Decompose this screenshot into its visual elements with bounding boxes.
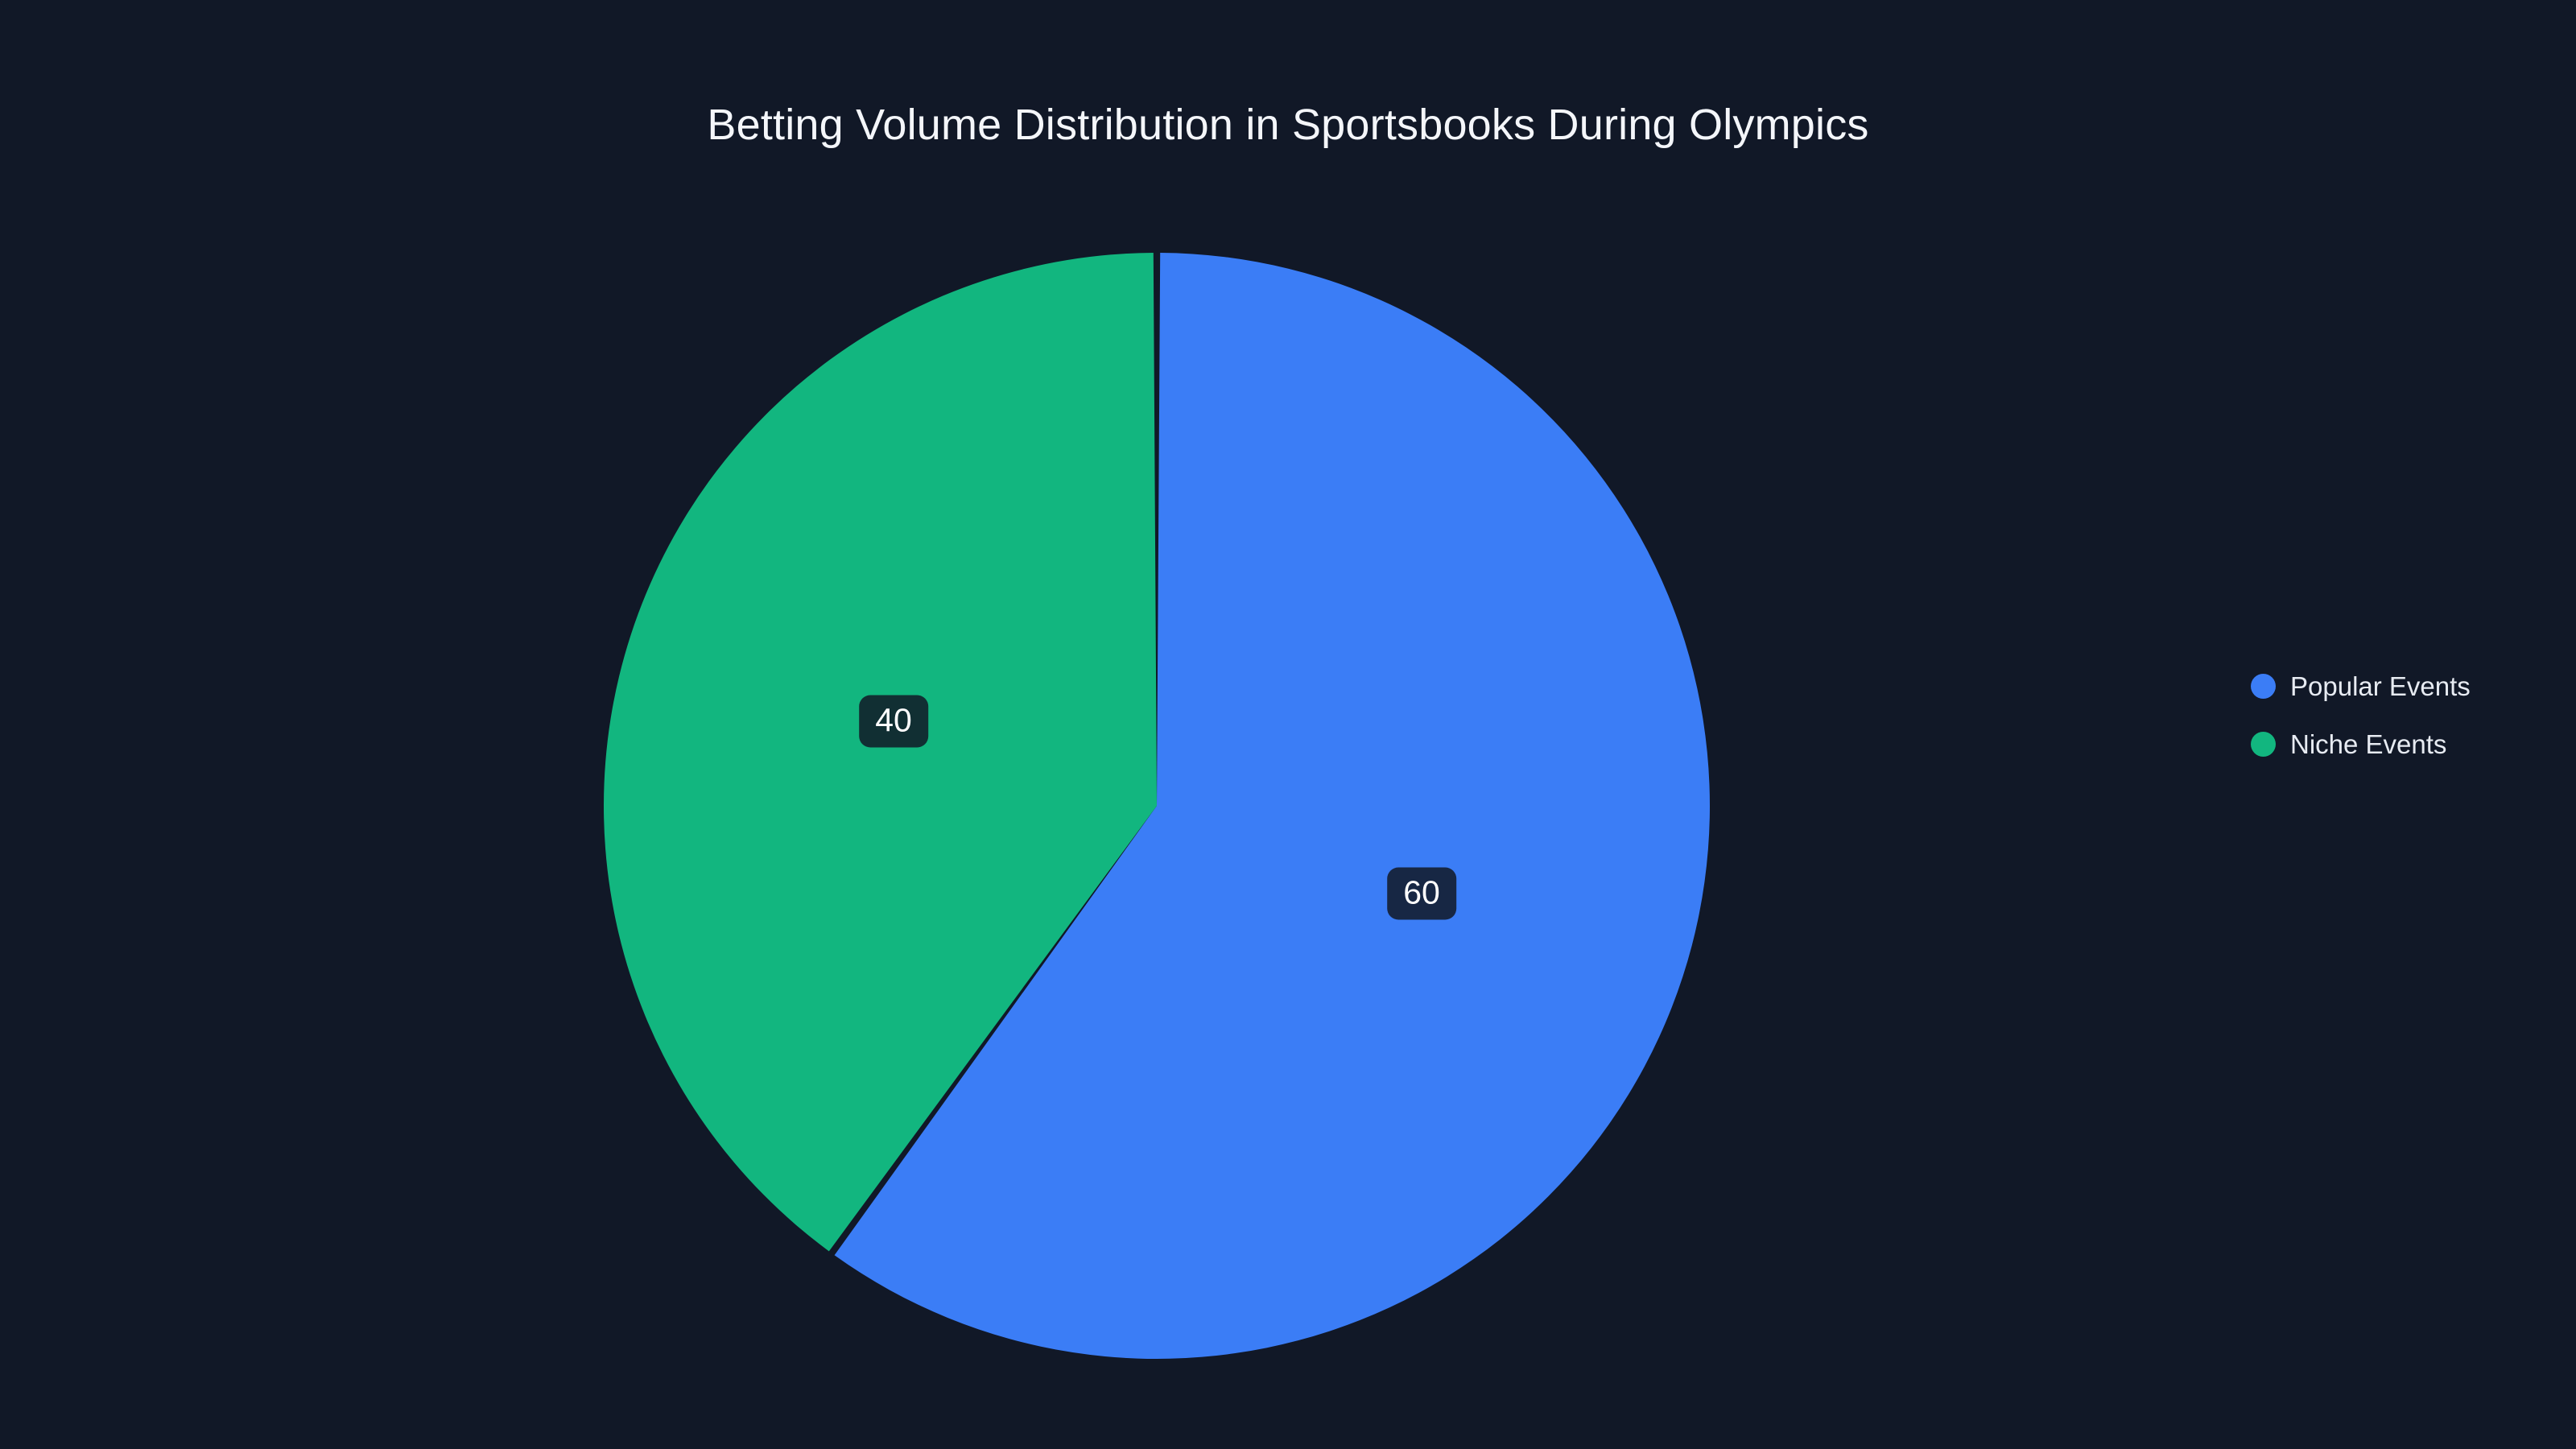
pie-slice-group bbox=[603, 253, 1710, 1359]
chart-legend: Popular Events Niche Events bbox=[2251, 671, 2471, 759]
chart-title: Betting Volume Distribution in Sportsboo… bbox=[707, 101, 1869, 149]
pie-data-label-popular-events: 60 bbox=[1387, 867, 1456, 920]
pie-slice-niche-events[interactable] bbox=[603, 253, 1157, 1252]
legend-item-niche-events[interactable]: Niche Events bbox=[2251, 729, 2471, 759]
pie-slice-popular-events[interactable] bbox=[834, 253, 1710, 1359]
legend-swatch-icon bbox=[2251, 731, 2276, 757]
legend-swatch-icon bbox=[2251, 673, 2276, 699]
legend-item-popular-events[interactable]: Popular Events bbox=[2251, 671, 2471, 701]
pie-data-label-niche-events: 40 bbox=[859, 695, 928, 748]
legend-item-label: Niche Events bbox=[2290, 729, 2447, 759]
legend-item-label: Popular Events bbox=[2290, 671, 2471, 701]
